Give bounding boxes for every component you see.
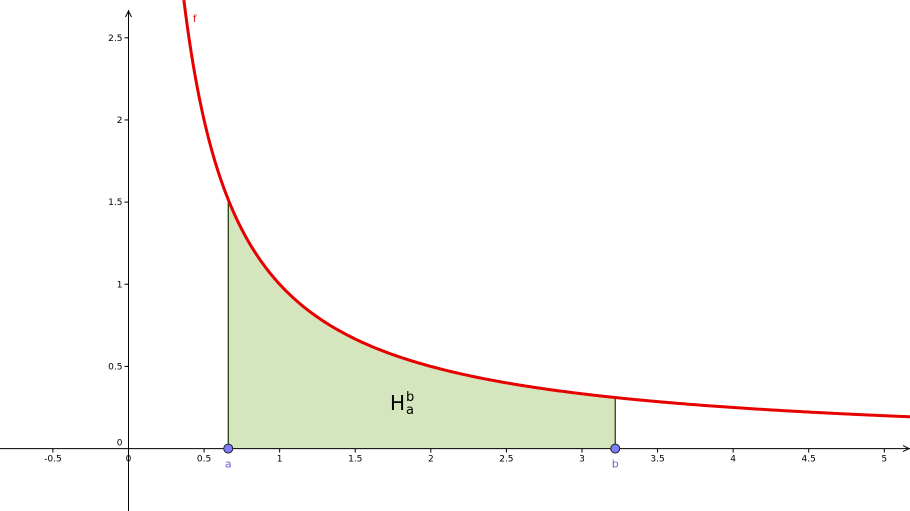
x-tick-label: 2 — [428, 455, 434, 465]
x-tick-label: 2.5 — [499, 455, 513, 465]
y-tick-label: 1 — [117, 280, 123, 290]
function-label: f — [193, 14, 197, 25]
x-tick-label: 0 — [126, 455, 132, 465]
x-tick-label: 4 — [730, 455, 736, 465]
axes — [0, 9, 910, 511]
x-tick-label: 3 — [579, 455, 585, 465]
point-a — [223, 443, 234, 454]
y-tick-label: 1.5 — [108, 198, 122, 208]
region-label-sub: a — [406, 403, 414, 418]
region-label-sup: b — [406, 390, 414, 405]
x-tick-label: 3.5 — [650, 455, 664, 465]
x-tick-label: 5 — [881, 455, 887, 465]
shaded-region-group — [227, 199, 616, 449]
curve-f — [182, 0, 910, 419]
y-tick-label: 2.5 — [108, 34, 122, 44]
points-group — [223, 443, 621, 454]
x-tick-label: 1.5 — [348, 455, 362, 465]
x-tick-label: -0.5 — [44, 455, 62, 465]
x-tick-label: 4.5 — [802, 455, 816, 465]
point-b — [610, 443, 621, 454]
shaded-region — [228, 199, 616, 449]
x-tick-label: 1 — [277, 455, 283, 465]
y-tick-label: 0.5 — [108, 362, 122, 372]
y-origin-label: 0 — [117, 439, 123, 449]
point-label: a — [225, 458, 232, 471]
y-tick-label: 2 — [117, 116, 123, 126]
x-axis-arrow — [902, 445, 910, 453]
region-label-main: H — [390, 391, 405, 415]
labels-group: fa bH ba — [193, 14, 619, 471]
x-tick-label: 0.5 — [197, 455, 211, 465]
point-label: b — [612, 458, 619, 471]
y-axis-arrow — [125, 9, 132, 18]
tick-labels: -0.5 0 0.5 1 1.5 2 2.5 3 3.5 4 4.5 5 0.5 1 1.5 2 2.5 0 — [44, 34, 887, 465]
curve-group — [182, 0, 910, 419]
